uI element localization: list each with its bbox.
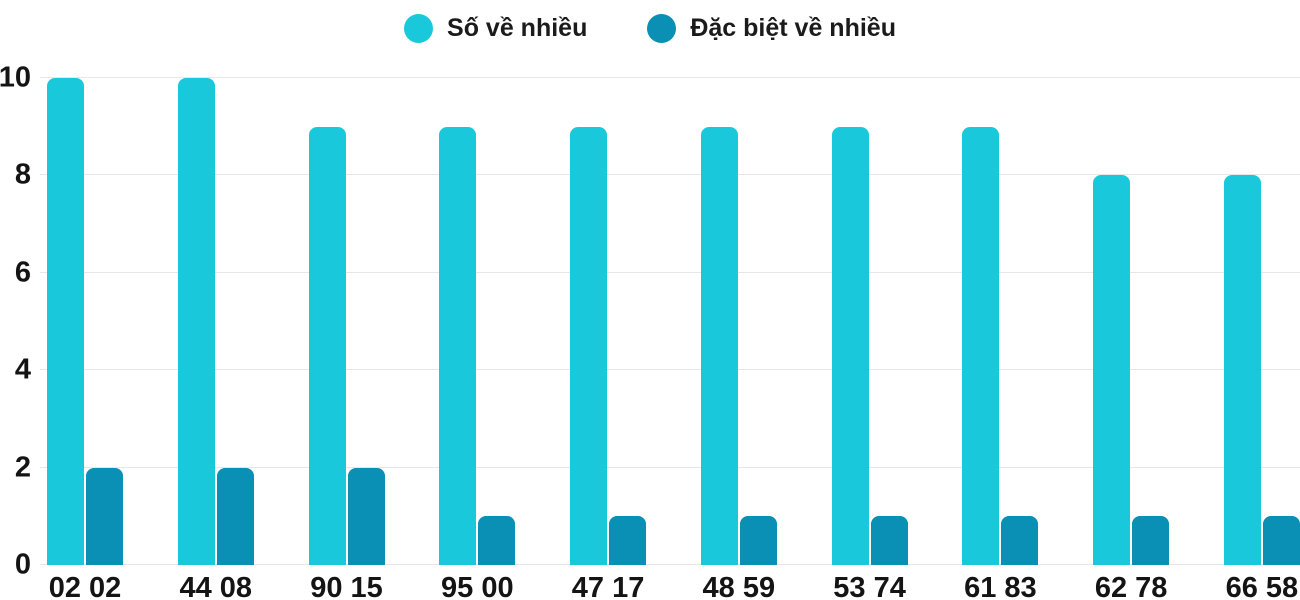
primary-bar: [1223, 175, 1261, 565]
legend-label-secondary: Đặc biệt về nhiều: [690, 13, 896, 42]
secondary-bar: [478, 516, 516, 565]
primary-bar: [439, 126, 477, 565]
gridline: [40, 271, 1300, 273]
gridline: [40, 564, 1300, 565]
bar-group: 90 15: [308, 78, 385, 600]
secondary-bar: [739, 516, 777, 565]
x-tick-label: 90 15: [310, 572, 383, 600]
secondary-bar: [86, 467, 123, 565]
x-tick-label: 62 78: [1094, 572, 1168, 600]
primary-bar: [831, 126, 869, 565]
bar-group: 53 74: [831, 78, 908, 600]
gridlines: [40, 77, 1300, 565]
primary-bar: [308, 126, 346, 565]
legend-item-primary[interactable]: Số về nhiều: [404, 13, 588, 43]
y-tick-label: 0: [14, 548, 31, 581]
legend-item-secondary[interactable]: Đặc biệt về nhiều: [647, 13, 896, 43]
bar-group: 66 58: [1223, 78, 1300, 600]
x-tick-label: 66 58: [1225, 572, 1299, 600]
legend-dot-secondary-icon: [647, 13, 677, 43]
gridline: [40, 466, 1300, 468]
gridline: [40, 369, 1300, 371]
x-tick-label: 02 02: [48, 572, 122, 600]
secondary-bar: [216, 467, 254, 565]
primary-bar: [1093, 175, 1131, 565]
y-tick-label: 8: [14, 158, 31, 191]
x-tick-label: 48 59: [702, 572, 776, 600]
x-tick-label: 61 83: [964, 572, 1037, 600]
primary-bar: [47, 78, 84, 565]
bar-group: 48 59: [700, 78, 777, 600]
legend-dot-primary-icon: [404, 13, 434, 43]
bar-group: 44 08: [177, 78, 254, 600]
legend-label-primary: Số về nhiều: [447, 13, 588, 42]
gridline: [40, 174, 1300, 176]
y-tick-label: 6: [14, 256, 31, 289]
secondary-bar: [609, 516, 647, 565]
bar-group: 47 17: [570, 78, 647, 600]
secondary-bar: [347, 467, 385, 565]
bar-group: 95 00: [439, 78, 516, 600]
plot-area: 02 02 44 08 90 15 95 00 47 17 48 59 53 74 61 83…: [47, 78, 1300, 600]
primary-bar: [570, 126, 608, 565]
y-tick-label: 4: [14, 353, 31, 386]
bar-group: 62 78: [1093, 78, 1170, 600]
y-tick-label: 2: [14, 451, 31, 484]
gridline: [40, 77, 1300, 78]
secondary-bar: [1262, 516, 1300, 565]
primary-bar: [177, 78, 215, 565]
x-tick-label: 44 08: [179, 572, 253, 600]
x-tick-label: 95 00: [441, 572, 514, 600]
y-tick-label: 10: [0, 61, 31, 94]
x-tick-label: 53 74: [833, 572, 906, 600]
primary-bar: [962, 126, 1000, 565]
y-axis: 0 2 4 6 8 10: [0, 63, 33, 579]
secondary-bar: [1132, 516, 1170, 565]
bar-group: 02 02: [47, 78, 123, 600]
bar-group: 61 83: [962, 78, 1039, 600]
chart-legend: Số về nhiều Đặc biệt về nhiều: [0, 10, 1300, 46]
primary-bar: [700, 126, 738, 565]
x-tick-label: 47 17: [571, 572, 645, 600]
secondary-bar: [1001, 516, 1039, 565]
secondary-bar: [870, 516, 908, 565]
